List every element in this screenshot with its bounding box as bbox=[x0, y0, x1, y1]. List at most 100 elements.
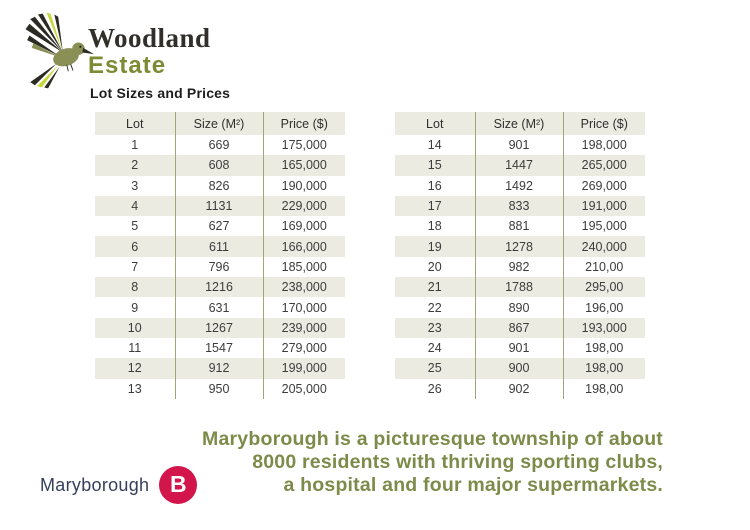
lot-cell: 13 bbox=[95, 378, 176, 399]
size-cell: 627 bbox=[175, 216, 264, 237]
lot-cell: 23 bbox=[395, 317, 476, 338]
maryborough-b-icon: B bbox=[159, 466, 198, 504]
price-cell: 175,000 bbox=[263, 135, 345, 156]
column-header: Size (M²) bbox=[475, 112, 564, 135]
size-cell: 1131 bbox=[175, 195, 264, 217]
size-cell: 901 bbox=[475, 337, 564, 359]
lot-cell: 17 bbox=[395, 195, 476, 217]
lot-cell: 20 bbox=[395, 256, 476, 278]
price-cell: 196,00 bbox=[563, 297, 645, 318]
table-row: 26 902 198,00 bbox=[395, 378, 645, 399]
price-cell: 170,000 bbox=[263, 297, 345, 318]
price-cell: 240,000 bbox=[563, 236, 645, 257]
table-row: 22 890 196,00 bbox=[395, 297, 645, 318]
size-cell: 1278 bbox=[475, 236, 564, 257]
price-cell: 279,000 bbox=[263, 337, 345, 359]
maryborough-logo-text: Maryborough bbox=[40, 474, 150, 495]
table-row: 19 1278 240,000 bbox=[395, 236, 645, 257]
price-cell: 191,000 bbox=[563, 195, 645, 217]
table-row: 12 912 199,000 bbox=[95, 358, 345, 379]
size-cell: 950 bbox=[175, 378, 264, 399]
lot-cell: 22 bbox=[395, 297, 476, 318]
size-cell: 867 bbox=[475, 317, 564, 338]
size-cell: 901 bbox=[475, 135, 564, 156]
price-cell: 198,000 bbox=[563, 135, 645, 156]
price-cell: 295,00 bbox=[563, 277, 645, 298]
table-row: 6 611 166,000 bbox=[95, 236, 345, 257]
lot-cell: 8 bbox=[95, 277, 176, 298]
price-cell: 199,000 bbox=[263, 358, 345, 379]
lot-cell: 11 bbox=[95, 337, 176, 359]
lot-cell: 1 bbox=[95, 135, 176, 156]
table-row: 1 669 175,000 bbox=[95, 135, 345, 156]
tagline: Maryborough is a picturesque township of… bbox=[202, 428, 663, 497]
page-title: Lot Sizes and Prices bbox=[90, 85, 231, 101]
size-cell: 1547 bbox=[175, 337, 264, 359]
column-header: Price ($) bbox=[263, 112, 345, 135]
size-cell: 900 bbox=[475, 358, 564, 379]
price-cell: 205,000 bbox=[263, 378, 345, 399]
size-cell: 1788 bbox=[475, 277, 564, 298]
lot-cell: 9 bbox=[95, 297, 176, 318]
size-cell: 608 bbox=[175, 155, 264, 176]
lot-cell: 19 bbox=[395, 236, 476, 257]
lot-cell: 18 bbox=[395, 216, 476, 237]
column-header: Price ($) bbox=[563, 112, 645, 135]
maryborough-logo: Maryborough B bbox=[40, 464, 198, 506]
size-cell: 912 bbox=[175, 358, 264, 379]
column-header: Lot bbox=[395, 112, 476, 135]
price-cell: 265,000 bbox=[563, 155, 645, 176]
lot-cell: 12 bbox=[95, 358, 176, 379]
lot-cell: 2 bbox=[95, 155, 176, 176]
table-row: 5 627 169,000 bbox=[95, 216, 345, 237]
table-row: 15 1447 265,000 bbox=[395, 155, 645, 176]
table-row: 8 1216 238,000 bbox=[95, 277, 345, 298]
price-cell: 198,00 bbox=[563, 337, 645, 359]
header-row: Lot Size (M²) Price ($) bbox=[395, 112, 645, 135]
table-row: 23 867 193,000 bbox=[395, 317, 645, 338]
brand-subname: Estate bbox=[88, 52, 167, 79]
tagline-line: a hospital and four major supermarkets. bbox=[283, 474, 663, 496]
size-cell: 1216 bbox=[175, 277, 264, 298]
table-row: 20 982 210,00 bbox=[395, 256, 645, 278]
table-row: 10 1267 239,000 bbox=[95, 317, 345, 338]
table-row: 3 826 190,000 bbox=[95, 175, 345, 196]
table-row: 16 1492 269,000 bbox=[395, 175, 645, 196]
price-cell: 169,000 bbox=[263, 216, 345, 237]
size-cell: 826 bbox=[175, 175, 264, 196]
lot-tables: Lot Size (M²) Price ($) 1 669 175,000 2 608 165,… bbox=[95, 112, 645, 399]
table-row: 24 901 198,00 bbox=[395, 337, 645, 359]
table-row: 25 900 198,00 bbox=[395, 358, 645, 379]
brand-wordmark: Woodland Estate bbox=[88, 23, 211, 79]
table-row: 21 1788 295,00 bbox=[395, 277, 645, 298]
table-row: 14 901 198,000 bbox=[395, 135, 645, 156]
price-cell: 210,00 bbox=[563, 256, 645, 278]
lot-cell: 5 bbox=[95, 216, 176, 237]
size-cell: 1447 bbox=[475, 155, 564, 176]
lot-cell: 26 bbox=[395, 378, 476, 399]
table-row: 9 631 170,000 bbox=[95, 297, 345, 318]
lot-cell: 3 bbox=[95, 175, 176, 196]
table-row: 2 608 165,000 bbox=[95, 155, 345, 176]
table-row: 7 796 185,000 bbox=[95, 256, 345, 278]
size-cell: 669 bbox=[175, 135, 264, 156]
bird-logo-icon bbox=[25, 12, 94, 89]
table-row: 17 833 191,000 bbox=[395, 195, 645, 217]
price-cell: 195,000 bbox=[563, 216, 645, 237]
lot-cell: 25 bbox=[395, 358, 476, 379]
table-row: 4 1131 229,000 bbox=[95, 195, 345, 217]
brand-name: Woodland bbox=[88, 23, 211, 53]
size-cell: 902 bbox=[475, 378, 564, 399]
price-cell: 238,000 bbox=[263, 277, 345, 298]
size-cell: 881 bbox=[475, 216, 564, 237]
lot-cell: 7 bbox=[95, 256, 176, 278]
table-row: 11 1547 279,000 bbox=[95, 337, 345, 359]
lot-cell: 4 bbox=[95, 195, 176, 217]
size-cell: 982 bbox=[475, 256, 564, 278]
lot-cell: 16 bbox=[395, 175, 476, 196]
lot-cell: 14 bbox=[395, 135, 476, 156]
lot-cell: 10 bbox=[95, 317, 176, 338]
price-cell: 239,000 bbox=[263, 317, 345, 338]
tagline-line: Maryborough is a picturesque township of… bbox=[202, 428, 663, 450]
price-cell: 269,000 bbox=[563, 175, 645, 196]
